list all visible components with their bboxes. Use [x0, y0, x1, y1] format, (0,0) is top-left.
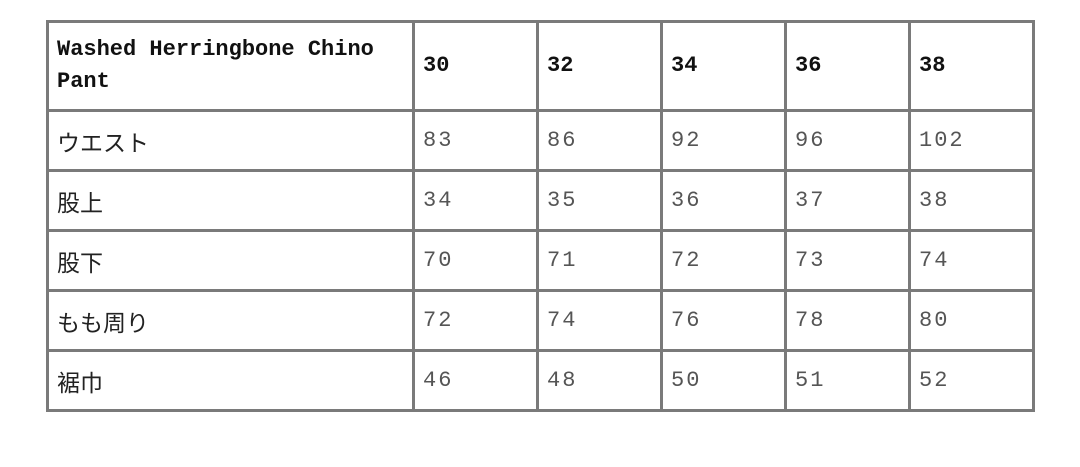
measurement-cell: 83: [412, 109, 539, 172]
row-label: 裾巾: [46, 349, 415, 412]
measurement-cell: 48: [536, 349, 663, 412]
measurement-cell: 37: [784, 169, 911, 232]
header-row: Washed Herringbone Chino Pant 30 32 34 3…: [46, 20, 1035, 112]
measurement-cell: 51: [784, 349, 911, 412]
table-row: ウエスト 83 86 92 96 102: [46, 109, 1035, 172]
table-row: 股上 34 35 36 37 38: [46, 169, 1035, 232]
measurement-cell: 36: [660, 169, 787, 232]
measurement-cell: 34: [412, 169, 539, 232]
size-header: 30: [412, 20, 539, 112]
measurement-cell: 76: [660, 289, 787, 352]
size-header: 36: [784, 20, 911, 112]
measurement-cell: 70: [412, 229, 539, 292]
row-label: ウエスト: [46, 109, 415, 172]
table-row: 裾巾 46 48 50 51 52: [46, 349, 1035, 412]
measurement-cell: 35: [536, 169, 663, 232]
measurement-cell: 92: [660, 109, 787, 172]
product-title: Washed Herringbone Chino Pant: [46, 20, 415, 112]
measurement-cell: 74: [536, 289, 663, 352]
measurement-cell: 71: [536, 229, 663, 292]
table-row: 股下 70 71 72 73 74: [46, 229, 1035, 292]
size-chart-table: Washed Herringbone Chino Pant 30 32 34 3…: [46, 20, 1035, 412]
measurement-cell: 96: [784, 109, 911, 172]
measurement-cell: 102: [908, 109, 1035, 172]
row-label: もも周り: [46, 289, 415, 352]
measurement-cell: 46: [412, 349, 539, 412]
measurement-cell: 74: [908, 229, 1035, 292]
measurement-cell: 38: [908, 169, 1035, 232]
measurement-cell: 80: [908, 289, 1035, 352]
measurement-cell: 72: [660, 229, 787, 292]
size-header: 38: [908, 20, 1035, 112]
measurement-cell: 86: [536, 109, 663, 172]
row-label: 股下: [46, 229, 415, 292]
measurement-cell: 73: [784, 229, 911, 292]
table-row: もも周り 72 74 76 78 80: [46, 289, 1035, 352]
measurement-cell: 52: [908, 349, 1035, 412]
row-label: 股上: [46, 169, 415, 232]
measurement-cell: 78: [784, 289, 911, 352]
measurement-cell: 72: [412, 289, 539, 352]
size-header: 34: [660, 20, 787, 112]
size-header: 32: [536, 20, 663, 112]
measurement-cell: 50: [660, 349, 787, 412]
